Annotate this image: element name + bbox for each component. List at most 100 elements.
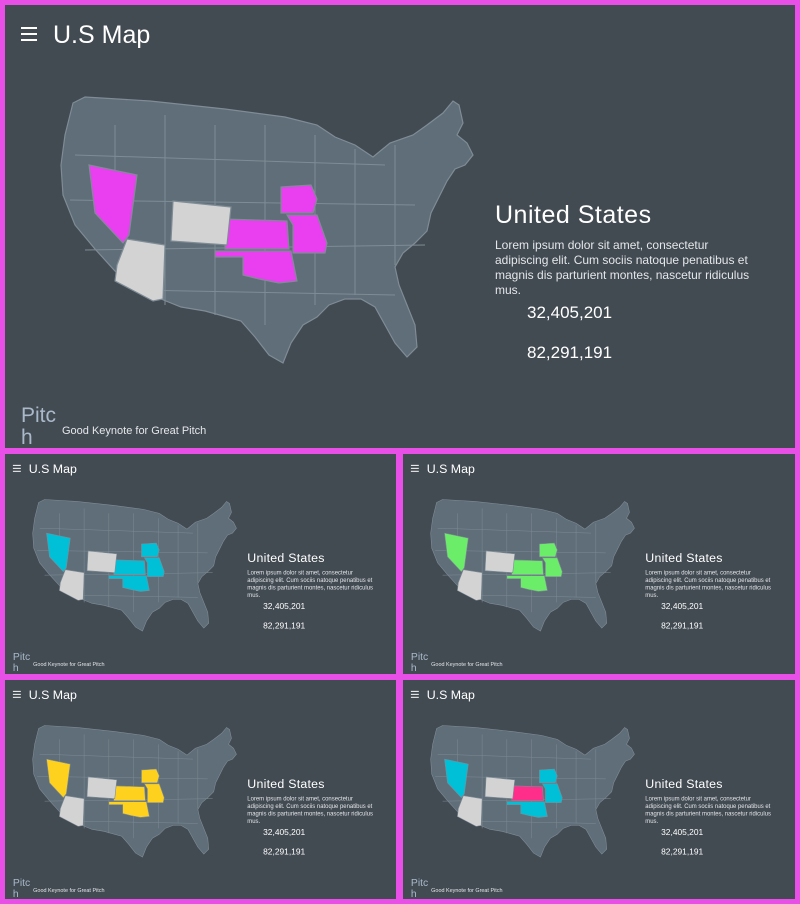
brand-logo: Pitch bbox=[410, 877, 429, 899]
hamburger-menu-icon[interactable] bbox=[410, 464, 419, 473]
slide-content: U.S Map United States Lorem ipsum dolor … bbox=[5, 680, 396, 899]
slide-content: U.S Map United States Lorem ipsum dolor … bbox=[5, 5, 795, 448]
tagline: Good Keynote for Great Pitch bbox=[431, 661, 503, 668]
slide-thumbnail[interactable]: U.S Map United States Lorem ipsum dolor … bbox=[5, 680, 396, 899]
state-highlight bbox=[141, 542, 160, 558]
country-name: United States bbox=[247, 776, 325, 791]
hamburger-menu-icon[interactable] bbox=[12, 690, 21, 699]
state-border bbox=[69, 820, 198, 824]
state-highlight bbox=[444, 758, 469, 799]
state-border bbox=[134, 289, 396, 296]
state-border bbox=[69, 594, 198, 598]
country-name: United States bbox=[645, 550, 723, 565]
state-highlight bbox=[280, 184, 318, 214]
stat-value-1: 32,405,201 bbox=[263, 827, 306, 837]
state-grey bbox=[59, 795, 85, 827]
hamburger-menu-icon[interactable] bbox=[21, 27, 37, 43]
state-border bbox=[74, 154, 386, 166]
state-highlight bbox=[285, 214, 328, 254]
state-border bbox=[467, 594, 596, 598]
state-highlight bbox=[108, 575, 150, 592]
state-border bbox=[437, 753, 591, 760]
slide-title: U.S Map bbox=[28, 687, 77, 702]
stat-value-2: 82,291,191 bbox=[263, 621, 306, 631]
state-highlight bbox=[224, 218, 290, 250]
state-border bbox=[39, 753, 193, 760]
hamburger-menu-icon[interactable] bbox=[410, 690, 419, 699]
state-highlight bbox=[143, 783, 165, 803]
us-map bbox=[32, 499, 237, 632]
us-map bbox=[430, 725, 635, 858]
brand-logo: Pitch bbox=[410, 651, 429, 674]
state-highlight bbox=[506, 801, 548, 818]
state-highlight bbox=[541, 783, 563, 803]
state-highlight bbox=[506, 575, 548, 592]
state-highlight bbox=[444, 532, 469, 573]
state-highlight bbox=[143, 557, 165, 577]
stat-value-1: 32,405,201 bbox=[661, 601, 704, 611]
brand-logo: Pitch bbox=[12, 651, 31, 674]
state-highlight bbox=[541, 557, 563, 577]
state-grey bbox=[457, 795, 483, 827]
tagline: Good Keynote for Great Pitch bbox=[431, 887, 503, 894]
stat-value-1: 32,405,201 bbox=[527, 303, 613, 322]
state-grey bbox=[59, 569, 85, 601]
slide-thumbnail[interactable]: U.S Map United States Lorem ipsum dolor … bbox=[5, 454, 396, 674]
state-grey bbox=[86, 550, 118, 573]
slide-content: U.S Map United States Lorem ipsum dolor … bbox=[5, 454, 396, 673]
description-text: Lorem ipsum dolor sit amet, consectetur … bbox=[247, 795, 373, 825]
tagline: Good Keynote for Great Pitch bbox=[62, 425, 207, 437]
state-highlight bbox=[108, 801, 150, 818]
state-highlight bbox=[511, 559, 544, 575]
main-slide[interactable]: U.S Map United States Lorem ipsum dolor … bbox=[5, 5, 795, 448]
description-text: Lorem ipsum dolor sit amet, consectetur … bbox=[645, 569, 771, 599]
stat-value-2: 82,291,191 bbox=[263, 847, 306, 857]
slide-thumbnail[interactable]: U.S Map United States Lorem ipsum dolor … bbox=[403, 680, 795, 899]
stat-value-2: 82,291,191 bbox=[661, 847, 704, 857]
stat-value-2: 82,291,191 bbox=[527, 343, 613, 362]
state-highlight bbox=[88, 164, 138, 244]
slide-title: U.S Map bbox=[426, 461, 475, 476]
us-map bbox=[60, 96, 474, 364]
state-highlight bbox=[113, 785, 146, 801]
us-map bbox=[32, 725, 237, 858]
state-highlight bbox=[46, 532, 71, 573]
stat-value-1: 32,405,201 bbox=[661, 827, 704, 837]
country-name: United States bbox=[645, 776, 723, 791]
stat-value-2: 82,291,191 bbox=[661, 621, 704, 631]
description-text: Lorem ipsum dolor sit amet, consectetur … bbox=[495, 238, 750, 297]
state-grey bbox=[170, 200, 232, 246]
slide-title: U.S Map bbox=[28, 461, 77, 476]
state-highlight bbox=[141, 768, 160, 784]
hamburger-menu-icon[interactable] bbox=[12, 464, 21, 473]
state-border bbox=[437, 527, 591, 534]
state-highlight bbox=[539, 542, 558, 558]
tagline: Good Keynote for Great Pitch bbox=[33, 887, 105, 894]
stat-value-1: 32,405,201 bbox=[263, 601, 306, 611]
country-name: United States bbox=[247, 550, 325, 565]
state-grey bbox=[484, 776, 516, 799]
us-map bbox=[430, 499, 635, 632]
state-border bbox=[39, 527, 193, 534]
state-grey bbox=[457, 569, 483, 601]
description-text: Lorem ipsum dolor sit amet, consectetur … bbox=[645, 795, 771, 825]
slide-thumbnail[interactable]: U.S Map United States Lorem ipsum dolor … bbox=[403, 454, 795, 674]
state-highlight bbox=[511, 785, 544, 801]
state-grey bbox=[86, 776, 118, 799]
slide-content: U.S Map United States Lorem ipsum dolor … bbox=[403, 680, 794, 899]
description-text: Lorem ipsum dolor sit amet, consectetur … bbox=[247, 569, 373, 599]
state-border bbox=[467, 820, 596, 824]
state-grey bbox=[484, 550, 516, 573]
slide-title: U.S Map bbox=[53, 21, 151, 49]
slide-title: U.S Map bbox=[426, 687, 475, 702]
country-name: United States bbox=[495, 201, 652, 229]
state-grey bbox=[114, 238, 166, 302]
state-highlight bbox=[46, 758, 71, 799]
state-highlight bbox=[214, 250, 298, 284]
tagline: Good Keynote for Great Pitch bbox=[33, 661, 105, 668]
state-highlight bbox=[539, 768, 558, 784]
state-highlight bbox=[113, 559, 146, 575]
brand-logo: Pitch bbox=[12, 877, 31, 899]
slide-content: U.S Map United States Lorem ipsum dolor … bbox=[403, 454, 794, 673]
brand-logo: Pitch bbox=[21, 404, 57, 449]
